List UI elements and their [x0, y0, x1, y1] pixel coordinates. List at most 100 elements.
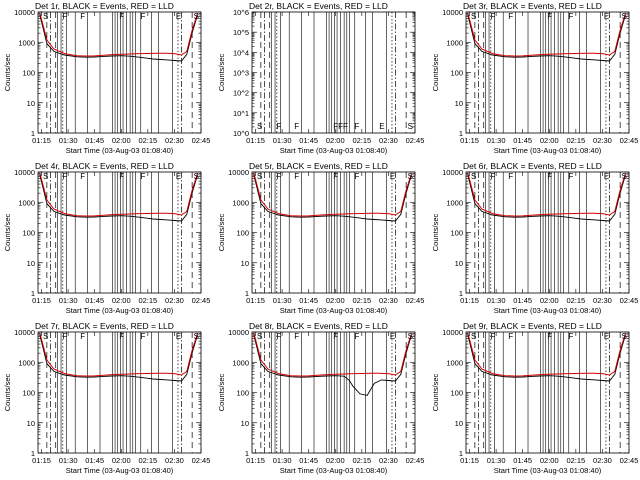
flag-label: F [140, 332, 145, 341]
y-tick-label: 1 [31, 129, 35, 138]
flag-label: S [471, 172, 476, 181]
y-tick-label: 1000 [18, 198, 35, 207]
panel-frame [251, 171, 416, 294]
flag-label: FFF [333, 122, 348, 131]
y-tick-label: 1 [459, 449, 463, 458]
x-tick-label: 02:15 [352, 136, 371, 145]
events-series-line [467, 174, 626, 222]
y-tick-label: 1 [459, 129, 463, 138]
x-tick-label: 01:30 [273, 136, 292, 145]
y-tick-label: 10 [455, 259, 463, 268]
panel-title: Det 2r, BLACK = Events, RED = LLD [249, 1, 388, 11]
panel-title: Det 6r, BLACK = Events, RED = LLD [463, 161, 602, 171]
y-tick-label: 10000 [228, 168, 249, 177]
y-tick-label: 10000 [228, 328, 249, 337]
x-tick-label: 02:00 [112, 136, 131, 145]
x-tick-label: 02:45 [406, 296, 425, 305]
lld-series-line [253, 332, 412, 377]
flag-label: F [508, 12, 513, 21]
events-series-line [467, 14, 626, 62]
x-axis-label: Start Time (03-Aug-03 01:08:40) [280, 306, 388, 315]
y-tick-label: 100 [236, 229, 249, 238]
flag-label: E [176, 172, 181, 181]
x-axis-label: Start Time (03-Aug-03 01:08:40) [280, 146, 388, 155]
y-tick-label: 100 [22, 229, 35, 238]
events-series-line [39, 174, 198, 222]
y-tick-label: 1000 [446, 198, 463, 207]
events-series-line [253, 174, 412, 222]
x-tick-label: 02:00 [112, 456, 131, 465]
y-tick-label: 100 [236, 389, 249, 398]
x-tick-label: 02:30 [379, 136, 398, 145]
flag-label: S [408, 332, 413, 341]
flag-label: F [547, 172, 552, 181]
x-axis-label: Start Time (03-Aug-03 01:08:40) [66, 466, 174, 475]
flag-label: S [471, 332, 476, 341]
panel-frame [465, 331, 630, 454]
panel-frame [465, 11, 630, 134]
flag-label: S [408, 122, 413, 131]
x-tick-label: 02:45 [192, 296, 211, 305]
x-tick-label: 01:15 [460, 296, 479, 305]
x-tick-label: 02:30 [379, 296, 398, 305]
x-tick-label: 01:15 [32, 456, 51, 465]
flag-label: F [277, 122, 282, 131]
x-tick-label: 02:45 [406, 456, 425, 465]
x-tick-label: 01:30 [487, 456, 506, 465]
flag-label: E [604, 12, 609, 21]
x-tick-label: 02:30 [165, 456, 184, 465]
y-tick-label: 100 [450, 69, 463, 78]
y-tick-label: 10000 [14, 8, 35, 17]
y-tick-label: 10^3 [233, 69, 249, 78]
y-axis-label: Counts/sec [3, 373, 12, 411]
y-tick-label: 1 [245, 449, 249, 458]
y-tick-label: 10 [455, 99, 463, 108]
x-axis-label: Start Time (03-Aug-03 01:08:40) [280, 466, 388, 475]
x-tick-label: 02:30 [379, 456, 398, 465]
flag-label: F [80, 172, 85, 181]
x-tick-label: 01:15 [32, 136, 51, 145]
lld-series-line [39, 12, 198, 57]
y-tick-label: 10 [241, 419, 249, 428]
y-axis-label: Counts/sec [217, 213, 226, 251]
x-tick-label: 01:30 [487, 296, 506, 305]
x-tick-label: 01:45 [299, 296, 318, 305]
flag-label: E [604, 172, 609, 181]
x-tick-label: 01:45 [513, 136, 532, 145]
x-axis-label: Start Time (03-Aug-03 01:08:40) [494, 146, 602, 155]
events-series-line [39, 14, 198, 62]
flag-label: F [547, 332, 552, 341]
events-series-line [253, 334, 412, 396]
panel-frame [37, 11, 202, 134]
flag-label: E [176, 12, 181, 21]
flag-label: F [568, 12, 573, 21]
lld-series-line [467, 172, 626, 217]
y-tick-label: 1000 [232, 198, 249, 207]
lld-series-line [39, 332, 198, 377]
flag-label: F [140, 172, 145, 181]
x-tick-label: 01:30 [59, 296, 78, 305]
flag-label: F [140, 12, 145, 21]
flag-label: F [63, 172, 68, 181]
y-tick-label: 1 [459, 289, 463, 298]
x-tick-label: 01:15 [460, 136, 479, 145]
x-tick-label: 02:00 [540, 296, 559, 305]
y-tick-label: 10 [27, 259, 35, 268]
flag-label: F [354, 172, 359, 181]
x-tick-label: 01:45 [299, 136, 318, 145]
x-tick-label: 02:45 [620, 136, 639, 145]
flag-label: S [622, 332, 627, 341]
flag-label: F [568, 172, 573, 181]
x-tick-label: 02:15 [566, 136, 585, 145]
flag-label: E [176, 332, 181, 341]
y-tick-label: 10^5 [233, 28, 249, 37]
flag-label: F [277, 172, 282, 181]
y-tick-label: 1000 [18, 358, 35, 367]
flag-label: S [43, 12, 48, 21]
flag-label: F [80, 332, 85, 341]
y-tick-label: 10^6 [233, 8, 249, 17]
x-tick-label: 02:00 [326, 136, 345, 145]
flag-label: S [194, 332, 199, 341]
lld-series-line [467, 332, 626, 377]
